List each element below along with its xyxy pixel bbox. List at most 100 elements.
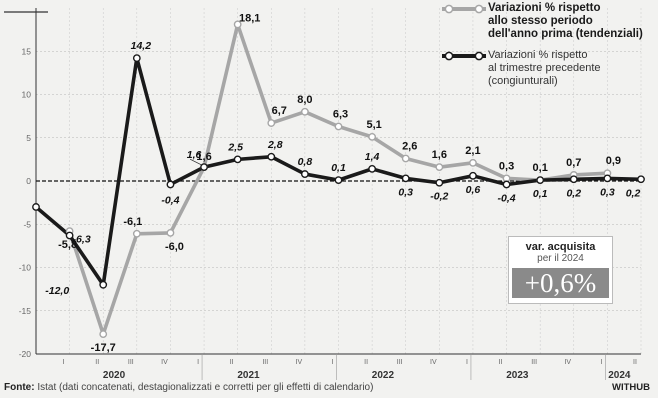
year-label: 2024 — [608, 370, 631, 381]
y-tick-label: -5 — [23, 219, 31, 229]
x-tick-label: II — [230, 359, 234, 366]
brand-logo: WITHUB — [612, 382, 650, 393]
point-congiunturali — [267, 152, 276, 161]
data-label: 5,1 — [366, 119, 381, 131]
point-congiunturali — [300, 170, 309, 178]
data-label: 0,3 — [398, 186, 413, 198]
data-label: 1,4 — [365, 151, 380, 163]
x-tick-label: III — [531, 359, 537, 366]
data-label: -0,4 — [161, 194, 179, 206]
y-tick-label: 15 — [22, 46, 32, 56]
x-tick-label: IV — [430, 359, 437, 366]
year-label: 2022 — [372, 370, 395, 381]
data-label: 1,6 — [432, 149, 447, 161]
data-label: 0,1 — [533, 188, 548, 200]
data-label: 2,8 — [267, 139, 283, 151]
data-label: 0,2 — [626, 187, 641, 199]
x-tick-label: III — [397, 359, 403, 366]
point-tendenziali — [469, 158, 477, 167]
y-tick-label: -10 — [19, 263, 32, 273]
legend-swatch-gray — [442, 4, 486, 14]
point-tendenziali — [233, 20, 242, 29]
point-congiunturali — [99, 280, 108, 289]
point-congiunturali — [603, 174, 612, 183]
data-label: 6,7 — [272, 105, 287, 117]
point-congiunturali — [166, 180, 175, 189]
y-tick-label: 0 — [26, 176, 31, 186]
data-label: 0,1 — [533, 162, 548, 174]
y-tick-label: -20 — [19, 349, 32, 359]
data-label: 0,7 — [566, 157, 581, 169]
x-tick-label: I — [63, 359, 65, 366]
data-label: 6,3 — [333, 109, 348, 121]
year-label: 2020 — [103, 370, 126, 381]
point-congiunturali — [233, 155, 242, 164]
x-tick-label: II — [633, 359, 637, 366]
x-tick-label: II — [499, 359, 503, 366]
data-label: -17,7 — [91, 342, 116, 354]
y-tick-label: 10 — [22, 90, 32, 100]
data-label: 0,2 — [566, 187, 581, 199]
year-label: 2023 — [506, 370, 529, 381]
data-label: 8,0 — [297, 94, 312, 106]
label-leader — [189, 158, 203, 166]
data-label: 0,6 — [466, 184, 481, 196]
data-label: 1,6 — [187, 149, 202, 161]
x-tick-label: I — [466, 359, 468, 366]
data-label: -6,3 — [73, 233, 91, 245]
data-label: 2,6 — [402, 141, 417, 153]
legend: Variazioni % rispetto allo stesso period… — [440, 2, 654, 96]
acquired-title: var. acquisita — [525, 241, 596, 253]
point-tendenziali — [334, 122, 343, 131]
legend-label-tendenziali: Variazioni % rispetto allo stesso period… — [488, 2, 643, 40]
data-label: 2,5 — [227, 141, 243, 153]
point-congiunturali — [401, 174, 410, 183]
point-tendenziali — [132, 229, 141, 238]
point-tendenziali — [300, 107, 309, 116]
y-tick-label: 5 — [26, 133, 31, 143]
point-congiunturali — [502, 180, 511, 189]
x-tick-label: IV — [564, 359, 571, 366]
legend-label-congiunturali: Variazioni % rispetto al trimestre prece… — [488, 49, 601, 87]
data-label: 14,2 — [131, 40, 152, 52]
data-label: 0,9 — [606, 155, 621, 167]
point-congiunturali — [32, 203, 40, 211]
legend-swatch-black — [442, 51, 486, 61]
point-tendenziali — [267, 119, 276, 127]
data-label: -6,0 — [165, 241, 184, 253]
data-label: 1,6 — [196, 151, 211, 163]
point-congiunturali — [368, 164, 377, 173]
point-tendenziali — [401, 154, 410, 163]
point-congiunturali — [569, 175, 578, 184]
point-congiunturali — [536, 176, 545, 185]
point-congiunturali — [435, 178, 444, 187]
x-tick-label: I — [600, 359, 602, 366]
point-tendenziali — [435, 163, 444, 172]
source-label: Fonte: — [4, 382, 35, 393]
data-label: 0,8 — [298, 156, 313, 168]
x-tick-label: III — [128, 359, 134, 366]
data-label: -12,0 — [45, 285, 69, 297]
acquired-value: +0,6% — [512, 268, 609, 298]
acquired-subtitle: per il 2024 — [537, 253, 584, 264]
x-tick-label: I — [197, 359, 199, 366]
y-tick-label: -15 — [19, 306, 32, 316]
data-label: 0,3 — [600, 186, 615, 198]
source-text: Istat (dati concatenati, destagionalizza… — [34, 382, 374, 393]
x-tick-label: IV — [296, 359, 303, 366]
legend-item-congiunturali: Variazioni % rispetto al trimestre prece… — [440, 49, 654, 88]
data-label: -0,4 — [498, 192, 516, 204]
data-label: 0,3 — [499, 160, 514, 172]
point-congiunturali — [65, 231, 74, 240]
point-congiunturali — [637, 175, 645, 184]
data-label: -0,2 — [430, 191, 448, 203]
x-tick-label: IV — [161, 359, 168, 366]
data-label: -5,8 — [58, 239, 77, 251]
x-tick-label: II — [95, 359, 99, 366]
point-tendenziali — [99, 330, 108, 339]
data-label: 2,1 — [465, 145, 480, 157]
x-tick-label: II — [364, 359, 368, 366]
point-congiunturali — [200, 163, 208, 172]
x-tick-label: III — [262, 359, 268, 366]
